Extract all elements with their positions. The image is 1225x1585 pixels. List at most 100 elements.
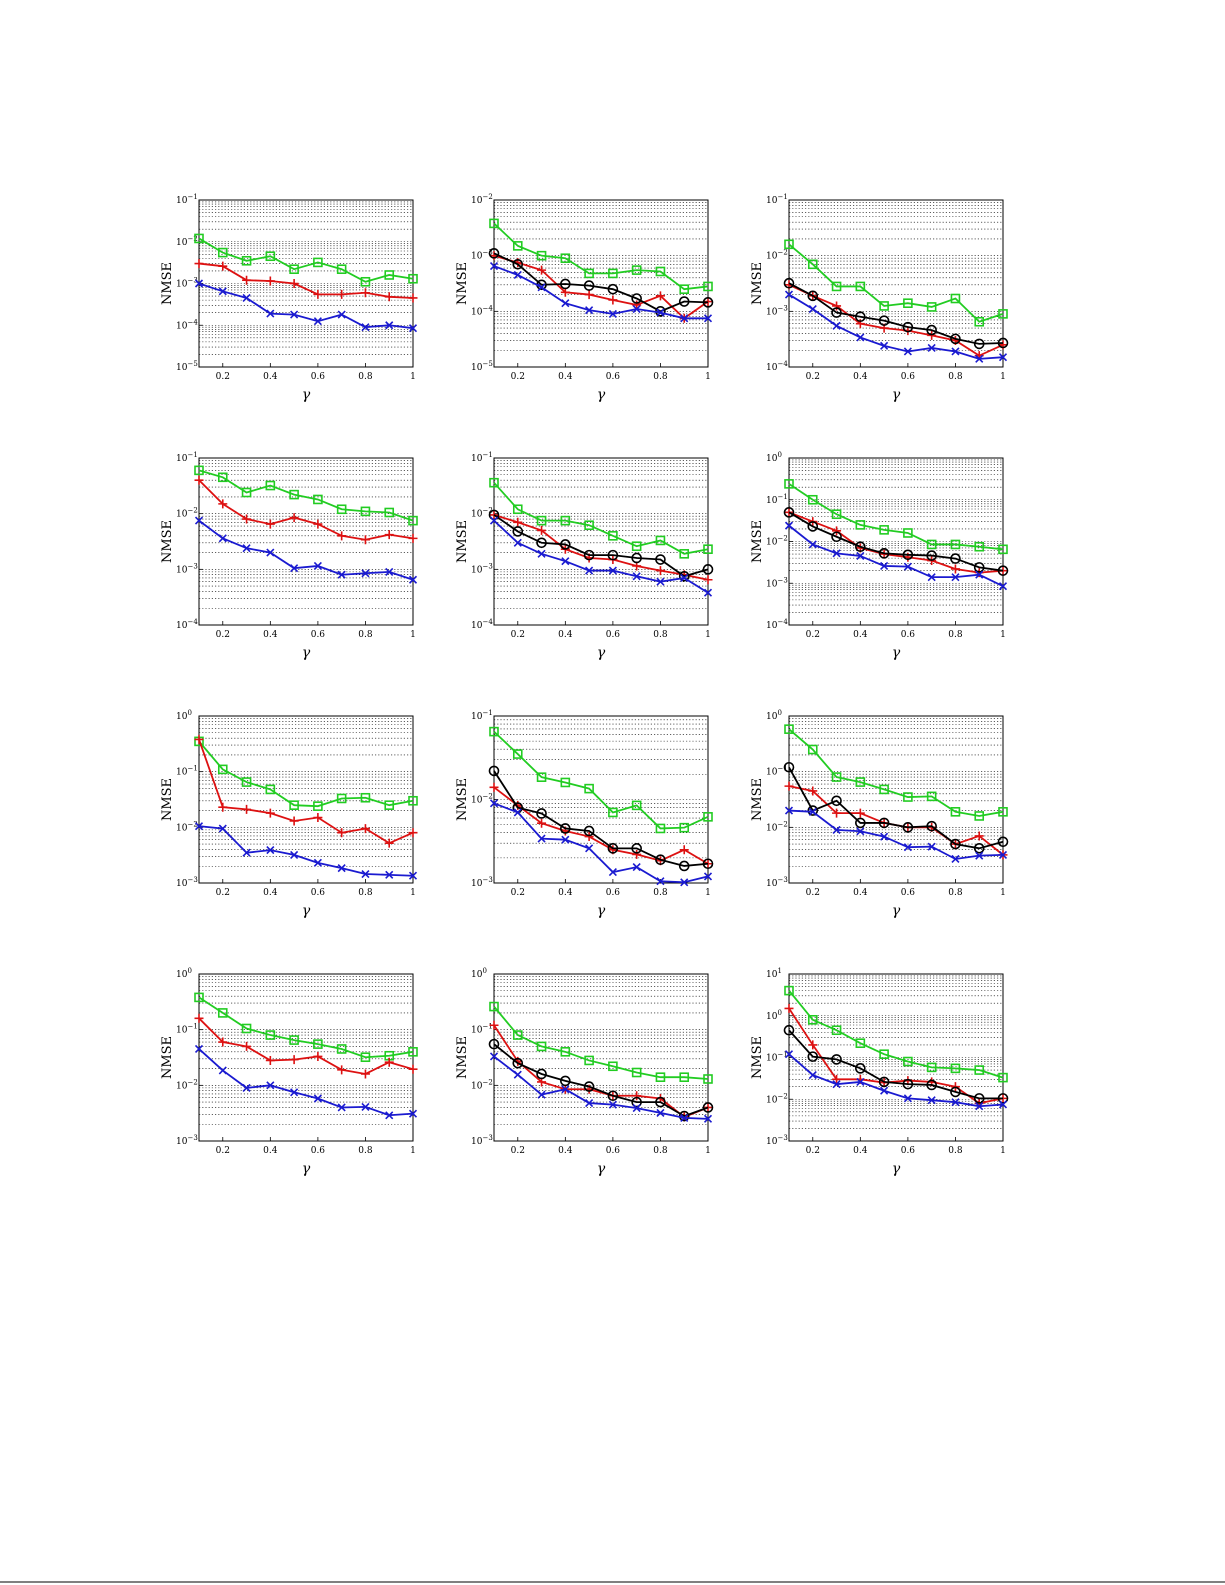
data-point-circle [997, 836, 1009, 848]
series-black [488, 1038, 714, 1122]
series-red [784, 280, 1008, 361]
data-point-plus [218, 499, 228, 509]
data-point-x [513, 270, 522, 280]
data-point-plus [384, 838, 394, 848]
data-point-x [632, 1104, 641, 1113]
data-point-x [489, 799, 499, 808]
data-point-circle [855, 311, 866, 323]
x-axis-label: γ [302, 1161, 311, 1177]
data-point-square [703, 812, 713, 822]
data-point-plus [832, 301, 842, 311]
data-point-circle [926, 550, 937, 561]
data-point-circle [655, 1096, 666, 1108]
data-point-square [655, 535, 666, 546]
data-point-plus [360, 824, 370, 834]
data-point-plus [194, 475, 204, 485]
data-point-plus [513, 517, 523, 527]
data-point-x [385, 1111, 394, 1120]
x-axis-label: γ [892, 1161, 901, 1177]
data-point-x [561, 1085, 570, 1094]
data-point-plus [384, 1057, 394, 1067]
data-point-plus [950, 564, 960, 574]
gridlines [199, 976, 413, 1125]
series-red [489, 782, 713, 869]
data-point-square [855, 1038, 866, 1049]
data-point-square [903, 792, 913, 802]
data-point-x [337, 1103, 346, 1112]
data-point-circle [973, 1093, 985, 1104]
data-point-circle [783, 277, 795, 289]
data-point-square [950, 293, 961, 304]
data-point-square [241, 487, 252, 498]
data-point-square [998, 807, 1008, 817]
data-point-square [903, 1056, 913, 1067]
data-point-x [266, 548, 275, 557]
series-black [783, 1024, 1009, 1104]
data-point-square [217, 472, 228, 483]
gridlines [494, 976, 708, 1125]
data-point-plus [832, 1074, 842, 1084]
data-point-circle [926, 324, 937, 336]
data-point-square [265, 480, 276, 491]
data-point-square [536, 250, 547, 261]
data-point-plus [537, 818, 547, 828]
x-tick-label: 0.8 [653, 888, 668, 898]
data-point-circle [831, 307, 842, 318]
series-line [493, 222, 709, 291]
y-tick-label: 10−2 [766, 535, 788, 548]
data-point-circle [878, 315, 890, 326]
y-tick-label: 10−4 [471, 304, 493, 317]
x-tick-label: 0.6 [311, 630, 326, 640]
data-point-square [194, 465, 204, 476]
y-tick-label: 10−3 [176, 876, 198, 889]
data-point-x [489, 1052, 499, 1061]
data-point-square [855, 777, 866, 787]
series-line [788, 766, 1004, 850]
x-axis-label: γ [597, 387, 606, 403]
data-point-x [537, 549, 546, 558]
x-axis-label: γ [597, 903, 606, 919]
data-point-x [266, 309, 275, 318]
data-point-plus [360, 1069, 370, 1079]
y-tick-label: 100 [766, 709, 782, 722]
data-point-plus [265, 1055, 275, 1065]
data-point-x [632, 304, 641, 314]
data-point-x [656, 877, 665, 886]
x-tick-label: 0.8 [948, 372, 963, 382]
series-line [198, 469, 414, 522]
x-axis-label: γ [302, 903, 311, 919]
data-point-plus [784, 781, 794, 791]
x-tick-label: 0.2 [511, 888, 525, 898]
y-tick-label: 10−1 [471, 709, 493, 722]
data-point-square [489, 477, 499, 488]
data-point-x [703, 872, 713, 881]
data-point-plus [489, 1020, 499, 1030]
data-point-x [385, 567, 394, 576]
data-point-x [489, 262, 499, 271]
x-tick-label: 0.2 [511, 1146, 525, 1156]
series-green [784, 479, 1008, 555]
y-tick-label: 10−1 [176, 193, 198, 206]
x-tick-label: 0.6 [901, 888, 916, 898]
data-point-x [408, 871, 418, 880]
y-tick-label: 10−3 [766, 876, 788, 889]
data-point-circle [902, 321, 914, 333]
series-green [489, 218, 713, 294]
data-point-square [974, 1065, 985, 1075]
data-point-square [950, 807, 961, 817]
series-green [784, 985, 1008, 1083]
subplot-3: 10−4 10−3 10−2 10−1 0.2 0.4 0.6 0.8 1 NMSE γ [750, 193, 1009, 403]
x-tick-label: 0.4 [853, 1146, 868, 1156]
series-line [198, 1048, 414, 1117]
series-line [493, 482, 709, 555]
data-point-square [512, 504, 523, 515]
data-point-circle [560, 1075, 571, 1087]
data-point-x [194, 1044, 204, 1054]
x-tick-label: 0.8 [653, 630, 668, 640]
data-point-circle [560, 539, 571, 550]
data-point-circle [902, 1078, 914, 1090]
y-tick-label: 10−2 [766, 820, 788, 833]
x-tick-label: 1 [1000, 630, 1006, 640]
data-point-square [336, 504, 347, 515]
data-point-x [194, 516, 204, 525]
